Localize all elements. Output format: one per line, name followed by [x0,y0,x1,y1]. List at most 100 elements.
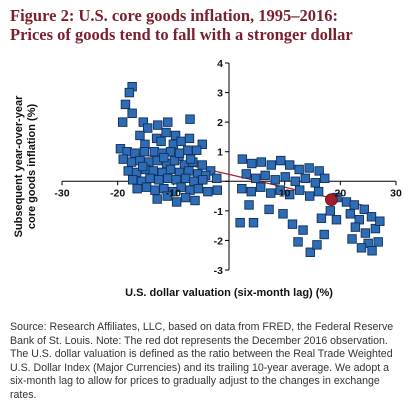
data-point [184,133,195,144]
data-point [127,108,137,118]
y-tick-label: 1 [217,147,223,159]
data-point [276,155,286,166]
data-point [347,234,357,244]
axis-labels-layer: -30 -20 -10 10 20 30 -3 -2 -1 1 2 3 4 U.S. dollar val… [13,58,402,299]
data-point [280,172,290,182]
data-point [237,154,248,164]
data-point [320,173,330,184]
data-point [190,195,200,206]
data-point [165,164,176,175]
data-point [197,160,207,170]
data-point [290,176,300,186]
data-point [180,192,191,203]
data-point [325,206,336,216]
data-point [176,136,186,147]
y-tick-label: 2 [217,117,223,129]
y-axis-title: Subsequent year-over-yearcore goods infl… [13,95,38,238]
data-point [264,204,274,215]
x-axis-title: U.S. dollar valuation (six-month lag) (%… [125,287,333,299]
data-point [349,200,359,210]
y-axis-title-line-1: Subsequent year-over-year [13,95,25,238]
data-point [256,182,266,192]
data-point [260,170,270,181]
figure-title: Figure 2: U.S. core goods inflation, 199… [10,6,405,44]
data-point [360,228,371,238]
data-point [203,186,213,197]
data-point [298,225,308,235]
data-point [127,175,138,185]
data-point [183,145,193,155]
data-point [241,169,251,179]
data-point [366,212,377,222]
data-point [275,185,285,195]
data-point [284,189,295,200]
data-point [143,123,153,133]
data-point [162,191,172,201]
data-point [171,175,181,185]
data-point [180,173,191,184]
data-point [312,240,322,250]
data-point [350,222,361,232]
data-point [235,217,245,228]
x-tick-label: -30 [54,187,69,199]
data-point [197,139,207,150]
data-point [284,160,295,170]
data-point [139,147,150,157]
data-point [367,246,377,256]
y-axis-title-line-2: core goods inflation (%) [26,104,38,230]
x-tick-label: -10 [166,187,181,199]
x-tick-label: 30 [390,187,402,199]
data-point [153,120,163,130]
highlight-point-dec-2016 [325,193,338,207]
data-point [331,215,342,225]
x-tick-label: -20 [110,187,125,199]
data-point [185,114,195,124]
data-point [270,175,280,185]
data-point [192,145,202,155]
data-point [266,188,276,198]
scatter-chart: -30 -20 -10 10 20 30 -3 -2 -1 1 2 3 4 U.S. dollar val… [13,58,402,299]
data-point [126,157,137,167]
data-point [266,160,277,170]
data-point [135,130,145,141]
figure-title-line-2: Prices of goods tend to fall with a stro… [10,25,353,44]
data-point [314,166,324,176]
data-point [132,183,142,194]
data-point [163,117,173,127]
data-point [159,152,169,163]
data-point [293,237,303,247]
data-point [193,183,204,194]
data-point [145,173,155,184]
y-tick-label: 4 [217,58,223,70]
data-point [300,173,310,184]
data-point [356,243,367,253]
data-point [248,217,259,228]
y-tick-label: 3 [217,88,223,100]
data-point [198,175,208,185]
data-point [305,247,315,257]
data-point [120,99,131,110]
data-point [246,186,256,197]
data-point [138,161,148,172]
x-tick-label: 10 [279,187,291,199]
data-point [256,157,266,167]
data-point [212,173,222,184]
data-point [163,173,173,184]
data-point [294,164,304,175]
figure-title-line-1: Figure 2: U.S. core goods inflation, 199… [10,6,339,25]
data-point [118,154,128,164]
data-point [161,127,171,138]
y-tick-label: -3 [214,265,223,277]
data-point [123,166,133,176]
data-point [244,200,254,210]
data-point [117,117,128,127]
data-point [174,148,185,158]
data-point [237,183,247,194]
data-point [154,175,164,185]
data-point [316,213,327,223]
data-point [294,185,305,195]
data-point [305,191,315,201]
data-point [375,216,385,226]
data-point [373,237,383,247]
source-note: Source: Research Affiliates, LLC, based … [10,321,394,401]
